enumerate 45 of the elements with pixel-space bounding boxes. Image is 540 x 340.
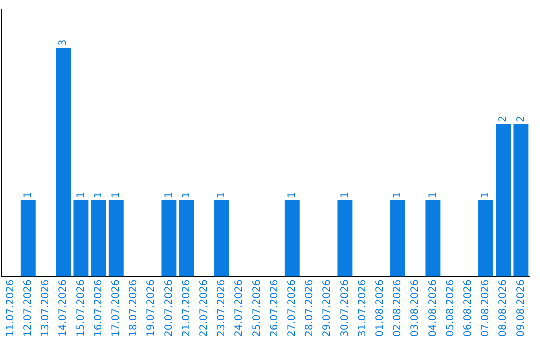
x-tick-label: 03.08.2026 — [410, 280, 422, 338]
x-tick-label: 09.08.2026 — [516, 280, 527, 338]
x-tick-label: 11.07.2026 — [5, 280, 16, 338]
data-label: 2 — [516, 116, 527, 122]
x-tick-label: 25.07.2026 — [252, 280, 263, 338]
data-label: 1 — [164, 192, 175, 199]
x-tick-label: 17.07.2026 — [110, 280, 122, 338]
x-tick-label: 23.07.2026 — [216, 280, 228, 338]
x-tick-label: 29.07.2026 — [322, 280, 334, 338]
x-tick-label: 26.07.2026 — [269, 280, 280, 338]
x-tick-label: 13.07.2026 — [40, 280, 52, 338]
data-label: 1 — [22, 192, 34, 199]
x-tick-label: 08.08.2026 — [498, 280, 510, 338]
x-tick-label: 06.08.2026 — [462, 280, 474, 338]
data-label: 1 — [340, 192, 351, 199]
data-label: 1 — [181, 192, 192, 199]
x-tick-label: 24.07.2026 — [234, 280, 246, 338]
data-label: 1 — [110, 192, 122, 199]
x-tick-label: 16.07.2026 — [93, 280, 104, 338]
x-tick-label: 21.07.2026 — [181, 280, 192, 338]
x-tick-label: 30.07.2026 — [340, 280, 351, 338]
data-label: 1 — [480, 192, 492, 199]
x-tick-label: 01.08.2026 — [374, 280, 386, 338]
data-label: 1 — [286, 192, 298, 199]
x-tick-label: 14.07.2026 — [58, 280, 70, 338]
x-tick-label: 02.08.2026 — [392, 280, 404, 338]
x-tick-label: 27.07.2026 — [286, 280, 298, 338]
x-tick-label: 19.07.2026 — [146, 280, 158, 338]
x-tick-label: 31.07.2026 — [357, 280, 368, 338]
data-label: 1 — [216, 192, 228, 199]
x-tick-label: 07.08.2026 — [480, 280, 492, 338]
data-label: 1 — [76, 192, 87, 199]
data-label: 1 — [392, 192, 404, 199]
x-tick-label: 20.07.2026 — [164, 280, 175, 338]
x-tick-label: 15.07.2026 — [76, 280, 87, 338]
x-tick-label: 18.07.2026 — [128, 280, 140, 338]
data-label: 2 — [498, 116, 510, 122]
data-label: 3 — [58, 40, 70, 46]
data-label: 1 — [93, 192, 104, 199]
x-tick-label: 05.08.2026 — [445, 280, 456, 338]
data-label: 1 — [428, 192, 439, 199]
x-tick-label: 04.08.2026 — [428, 280, 439, 338]
x-tick-label: 22.07.2026 — [198, 280, 210, 338]
x-tick-label: 28.07.2026 — [304, 280, 316, 338]
x-tick-label: 12.07.2026 — [22, 280, 34, 338]
